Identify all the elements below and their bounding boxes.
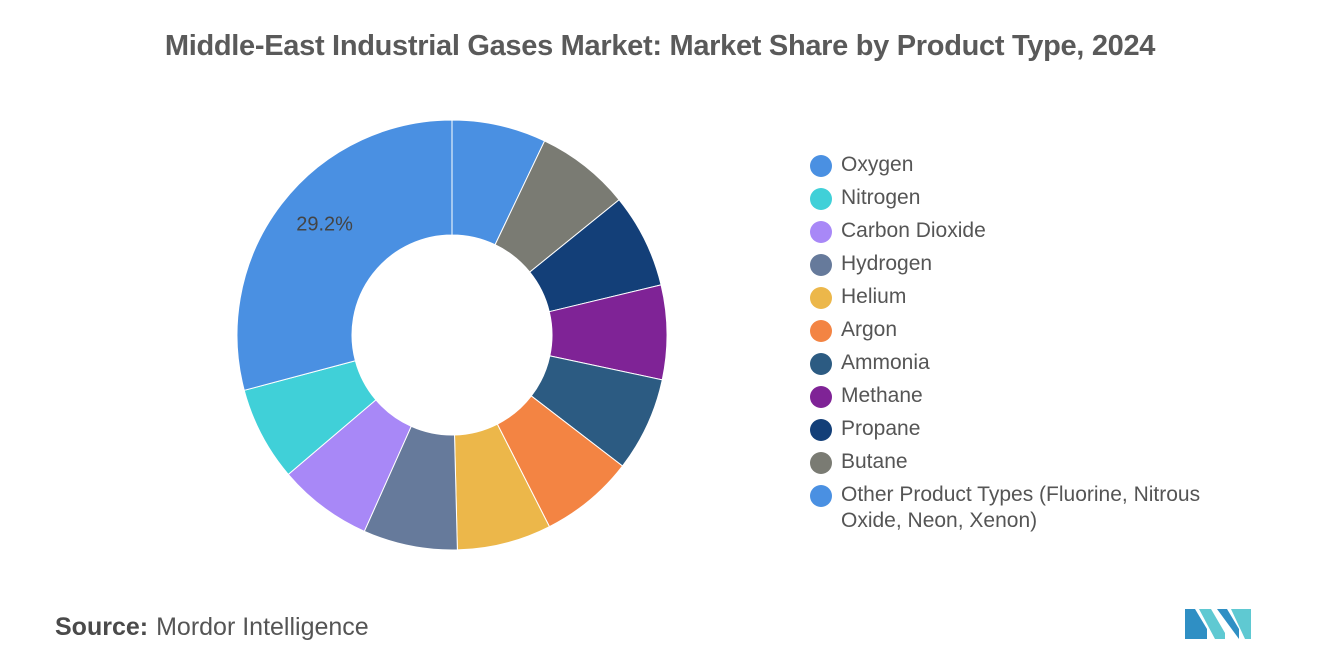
legend-swatch (810, 287, 832, 309)
legend-swatch (810, 155, 832, 177)
mordor-intelligence-logo (1185, 609, 1251, 639)
legend-label: Carbon Dioxide (841, 219, 986, 242)
legend-swatch (810, 386, 832, 408)
legend-label: Helium (841, 285, 907, 308)
legend-item-propane: Propane (810, 416, 1250, 442)
legend-label: Methane (841, 384, 923, 407)
source-value: Mordor Intelligence (156, 613, 369, 641)
legend-label: Ammonia (841, 351, 930, 374)
legend-item-argon: Argon (810, 317, 1250, 343)
legend-label: Argon (841, 318, 898, 341)
legend-swatch (810, 485, 832, 507)
legend-swatch (810, 254, 832, 276)
legend-label: Hydrogen (841, 252, 933, 275)
legend-label: Nitrogen (841, 186, 921, 209)
legend-swatch (810, 452, 832, 474)
legend-item-hydrogen: Hydrogen (810, 251, 1250, 277)
legend-item-carbon-dioxide: Carbon Dioxide (810, 218, 1250, 244)
legend-label: Propane (841, 417, 921, 440)
legend-label: Oxygen (841, 153, 914, 176)
chart-title: Middle-East Industrial Gases Market: Mar… (164, 30, 1156, 62)
legend-item-helium: Helium (810, 284, 1250, 310)
legend-swatch (810, 320, 832, 342)
slice-oxygen (236, 119, 453, 391)
chart-legend: Oxygen Nitrogen Carbon Dioxide Hydrogen Heli… (810, 152, 1250, 541)
legend-item-nitrogen: Nitrogen (810, 185, 1250, 211)
source-label: Source: (55, 613, 149, 641)
legend-item-butane: Butane (810, 449, 1250, 475)
legend-swatch (810, 221, 832, 243)
legend-swatch (810, 419, 832, 441)
legend-item-oxygen: Oxygen (810, 152, 1250, 178)
source-note: Source: Mordor Intelligence (55, 613, 369, 642)
legend-item-other-product-types: Other Product Types (Fluorine, Nitrous O… (810, 482, 1250, 534)
legend-swatch (810, 353, 832, 375)
legend-item-methane: Methane (810, 383, 1250, 409)
legend-item-ammonia: Ammonia (810, 350, 1250, 376)
legend-label: Butane (841, 450, 908, 473)
legend-swatch (810, 188, 832, 210)
data-label-oxygen: 29.2% (296, 214, 353, 236)
legend-label: Other Product Types (Fluorine, Nitrous O… (841, 483, 1201, 532)
